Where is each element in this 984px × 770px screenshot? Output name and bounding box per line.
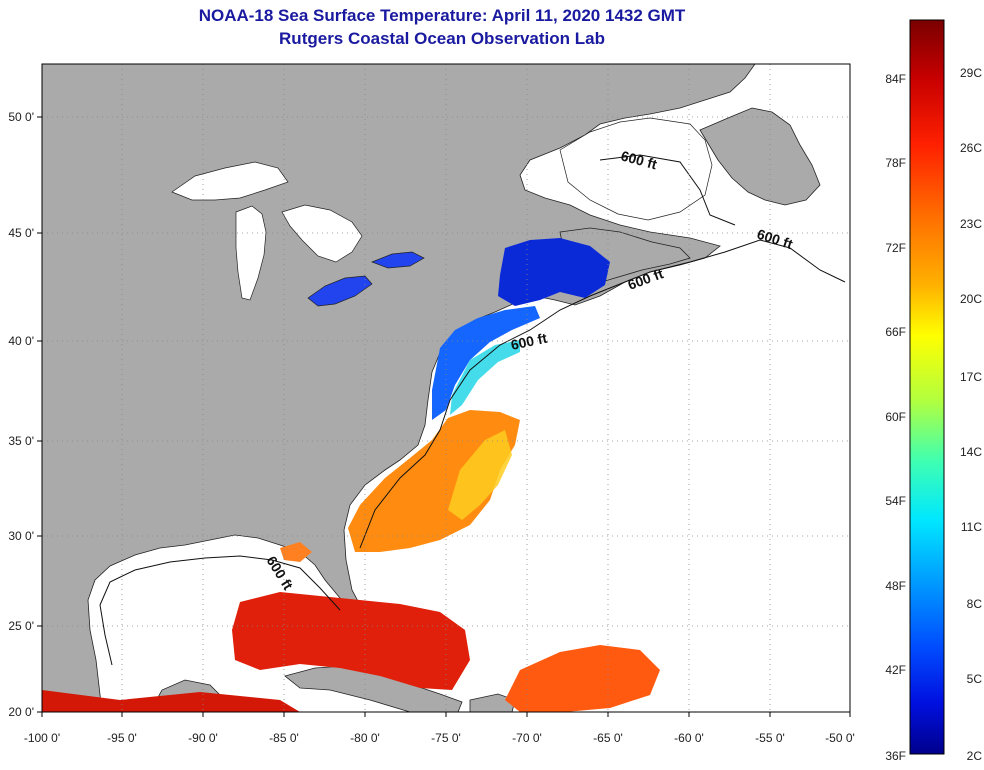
lat-label: 45 0' xyxy=(8,226,34,240)
isobath-600ft-north xyxy=(599,154,736,226)
colorbar: 84F 78F 72F 66F 60F 54F 48F 42F 36F 29C … xyxy=(885,19,983,763)
colorbar-c-label: 20C xyxy=(960,292,982,306)
lake-michigan xyxy=(235,205,267,301)
colorbar-c-label: 29C xyxy=(960,66,982,80)
colorbar-gradient xyxy=(909,19,945,755)
colorbar-c-label: 14C xyxy=(960,445,982,459)
lon-label: -55 0' xyxy=(755,731,785,745)
isobath-label: 600 ft xyxy=(509,330,548,353)
lake-superior xyxy=(171,161,289,201)
lat-label: 50 0' xyxy=(8,110,34,124)
colorbar-c-label: 8C xyxy=(967,597,983,611)
map-title: NOAA-18 Sea Surface Temperature: April 1… xyxy=(198,6,686,25)
sst-florida-straits xyxy=(232,592,470,690)
colorbar-c-label: 26C xyxy=(960,141,982,155)
lon-label: -100 0' xyxy=(24,731,60,745)
lat-label: 35 0' xyxy=(8,434,34,448)
map-subtitle: Rutgers Coastal Ocean Observation Lab xyxy=(279,29,605,48)
lon-label: -65 0' xyxy=(593,731,623,745)
latitude-labels: 50 0' 45 0' 40 0' 35 0' 30 0' 25 0' 20 0… xyxy=(8,110,34,719)
colorbar-c-label: 5C xyxy=(967,672,983,686)
longitude-labels: -100 0' -95 0' -90 0' -85 0' -80 0' -75 … xyxy=(24,731,855,745)
colorbar-f-label: 42F xyxy=(885,663,906,677)
sst-mid-atlantic-shelf xyxy=(432,306,540,420)
lon-label: -85 0' xyxy=(269,731,299,745)
colorbar-f-label: 84F xyxy=(885,72,906,86)
lon-label: -70 0' xyxy=(512,731,542,745)
lon-label: -90 0' xyxy=(188,731,218,745)
sst-bahamas-east xyxy=(505,645,660,712)
colorbar-f-label: 54F xyxy=(885,494,906,508)
lat-label: 40 0' xyxy=(8,334,34,348)
lake-erie xyxy=(307,275,373,307)
graticule xyxy=(42,64,850,712)
colorbar-c-label: 2C xyxy=(967,749,983,763)
isobath-600ft-gulf xyxy=(99,555,341,666)
colorbar-f-label: 72F xyxy=(885,241,906,255)
lon-label: -60 0' xyxy=(674,731,704,745)
colorbar-f-label: 66F xyxy=(885,325,906,339)
lon-label: -80 0' xyxy=(350,731,380,745)
sst-gulf-patch xyxy=(280,542,312,562)
lat-label: 25 0' xyxy=(8,619,34,633)
sst-sargasso-yellow xyxy=(448,430,512,520)
lake-huron xyxy=(281,204,363,263)
gulf-st-lawrence xyxy=(559,117,713,221)
sst-gulf-of-maine xyxy=(498,238,610,306)
land-newfoundland xyxy=(699,107,821,206)
lon-label: -75 0' xyxy=(431,731,461,745)
colorbar-c-label: 11C xyxy=(961,520,982,534)
colorbar-f-label: 48F xyxy=(885,579,906,593)
colorbar-f-label: 60F xyxy=(885,410,906,424)
colorbar-f-label: 36F xyxy=(885,749,906,763)
lon-label: -50 0' xyxy=(825,731,855,745)
lake-ontario xyxy=(371,251,425,269)
sst-caribbean xyxy=(42,690,300,712)
colorbar-c-label: 17C xyxy=(960,370,982,384)
lat-label: 30 0' xyxy=(8,529,34,543)
sst-shelf-edge-cyan xyxy=(450,340,520,415)
colorbar-c-label: 23C xyxy=(960,217,982,231)
colorbar-f-label: 78F xyxy=(885,156,906,170)
sst-gulf-stream xyxy=(348,410,520,552)
lat-label: 20 0' xyxy=(8,705,34,719)
isobath-600ft-atlantic xyxy=(359,239,846,549)
axis-ticks xyxy=(37,116,851,717)
lon-label: -95 0' xyxy=(107,731,137,745)
